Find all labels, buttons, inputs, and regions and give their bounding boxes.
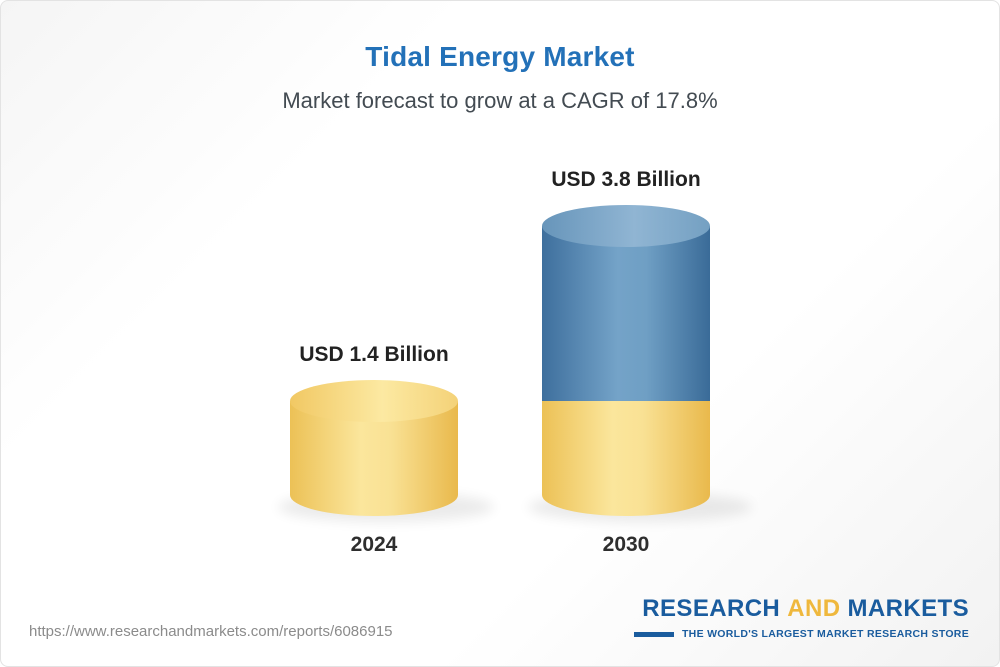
value-label-2030: USD 3.8 Billion	[551, 168, 701, 191]
logo-word-research: RESEARCH	[642, 595, 781, 622]
value-label-2024: USD 1.4 Billion	[299, 343, 449, 366]
chart-subtitle: Market forecast to grow at a CAGR of 17.…	[282, 88, 718, 113]
research-and-markets-logo: RESEARCH AND MARKETS THE WORLD'S LARGEST…	[634, 595, 969, 640]
report-url: https://www.researchandmarkets.com/repor…	[29, 623, 393, 640]
logo-word-and: AND	[787, 595, 841, 622]
bar-2024-cylinder	[290, 380, 458, 516]
logo-word-markets: MARKETS	[847, 595, 969, 622]
chart-title: Tidal Energy Market	[365, 41, 635, 72]
axis-label-2030: 2030	[602, 533, 650, 556]
logo-underline-bar	[634, 631, 674, 637]
logo-tagline: THE WORLD'S LARGEST MARKET RESEARCH STOR…	[681, 628, 969, 640]
logo-wordmark: RESEARCH AND MARKETS	[634, 595, 969, 623]
logo-tagline-row: THE WORLD'S LARGEST MARKET RESEARCH STOR…	[634, 628, 969, 640]
axis-label-2024: 2024	[350, 533, 398, 556]
bar-2030-cylinder	[542, 205, 710, 516]
